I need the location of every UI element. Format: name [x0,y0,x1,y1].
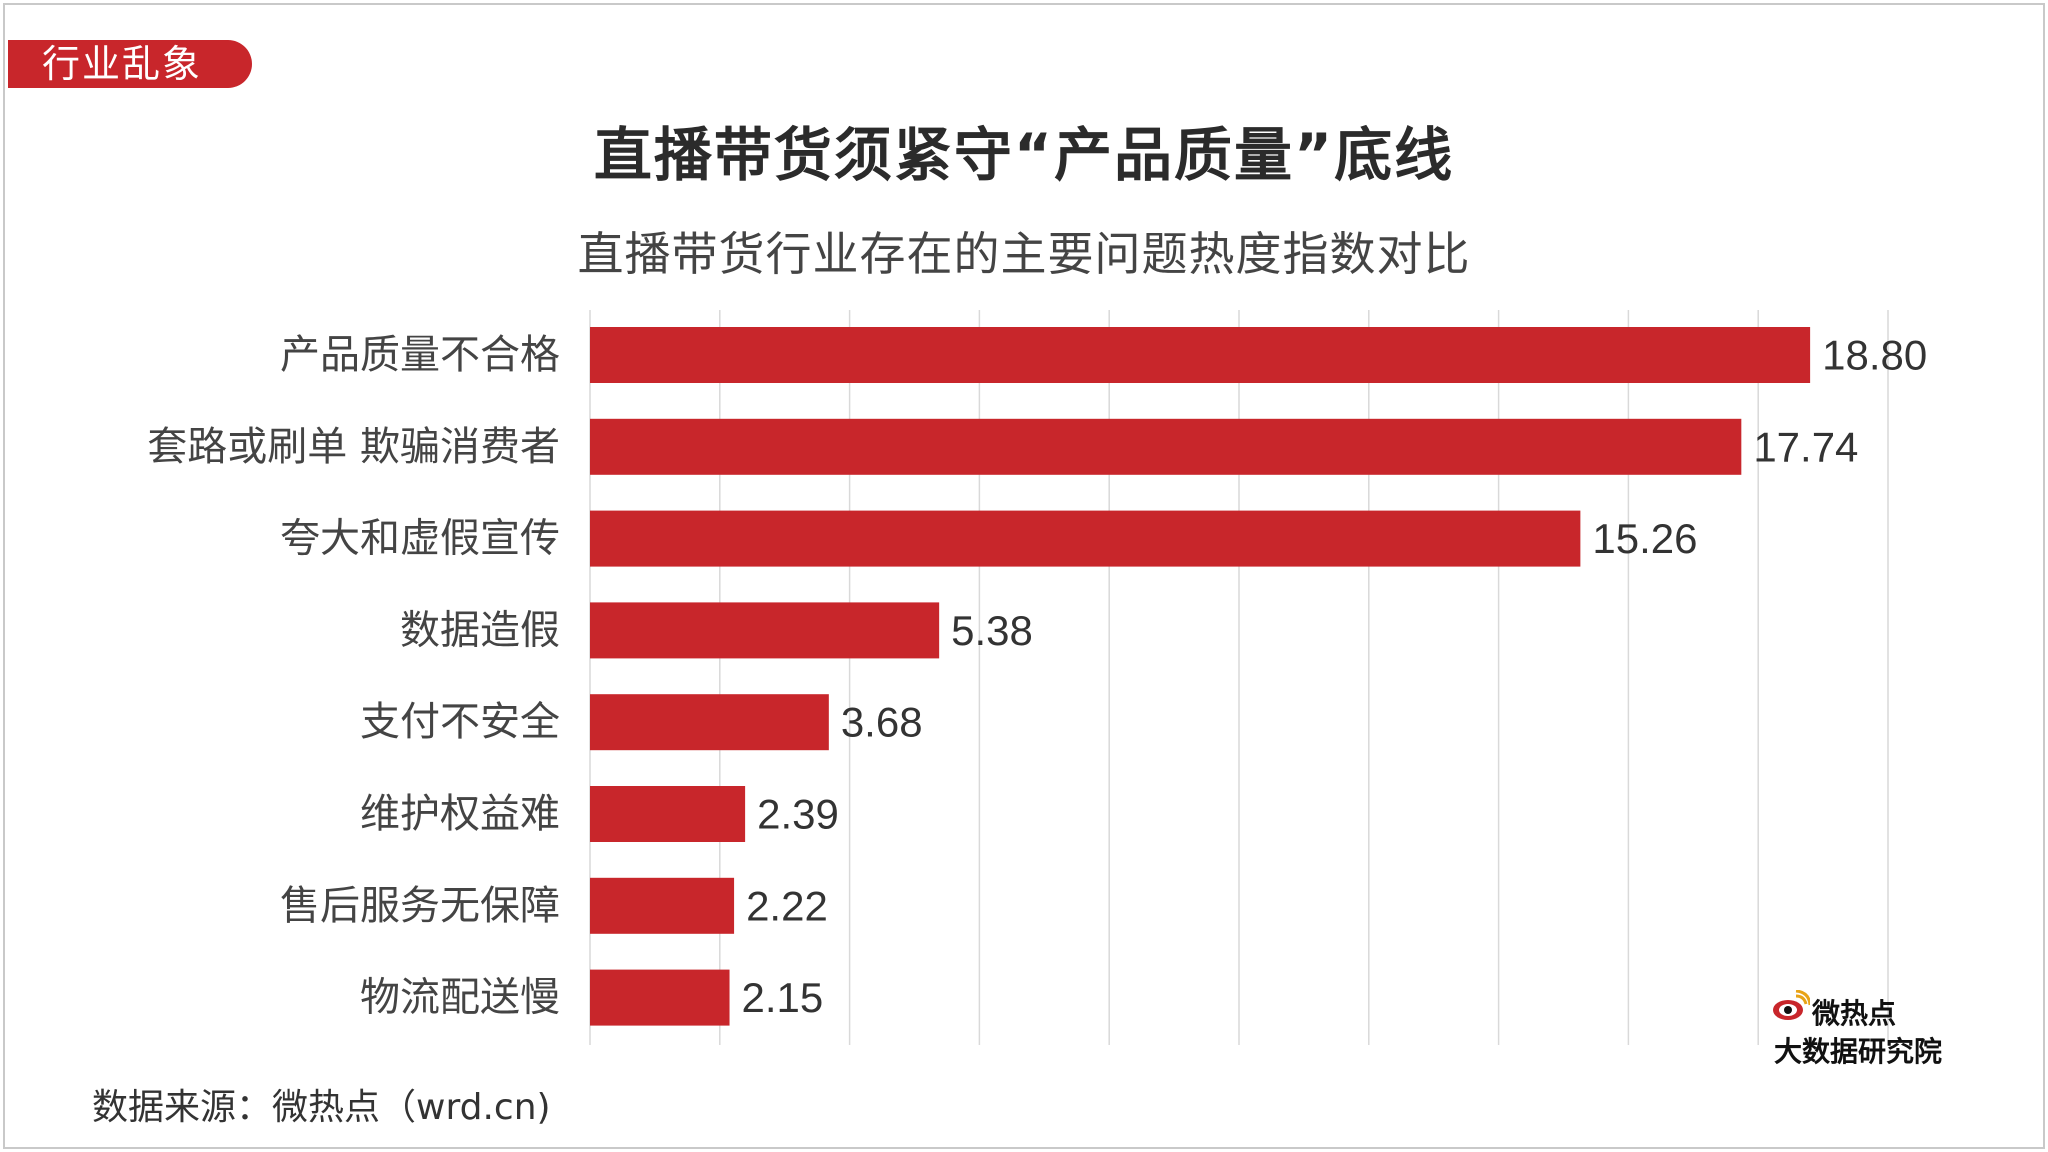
value-label: 5.38 [951,607,1033,654]
category-label: 夸大和虚假宣传 [280,516,560,562]
section-tag: 行业乱象 [8,40,252,88]
value-label: 15.26 [1592,515,1697,562]
bar [590,418,1742,475]
bar [590,602,940,659]
bar [590,510,1581,567]
bars [590,327,1811,1026]
category-label: 套路或刷单 欺骗消费者 [147,424,560,470]
category-label: 售后服务无保障 [280,883,560,929]
bar [590,694,829,751]
logo-eye-icon [1773,990,1810,1020]
category-label: 物流配送慢 [360,975,560,1021]
logo-line2: 大数据研究院 [1774,1035,1943,1068]
value-label: 18.80 [1822,332,1927,379]
weirediandian-logo: 微热点 大数据研究院 [1770,990,1990,1068]
bar [590,786,746,842]
category-label: 维护权益难 [360,791,560,837]
value-labels: 18.80 17.74 15.26 5.38 3.682.39 2.22 2.15 [742,332,1928,1022]
bar [590,877,735,934]
bar [590,327,1811,383]
value-label: 17.74 [1753,423,1858,470]
category-label: 产品质量不合格 [280,332,560,378]
category-label: 数据造假 [400,607,560,653]
value-label: 2.22 [746,882,828,929]
value-label: 2.39 [757,791,839,838]
category-label: 支付不安全 [360,699,560,745]
logo-line1: 微热点 [1812,997,1897,1030]
value-label: 3.68 [841,699,923,746]
value-label: 2.15 [742,974,824,1021]
chart-title: 直播带货须紧守“产品质量”底线 [593,121,1455,189]
bar [590,969,730,1026]
chart-frame [3,3,2045,1149]
chart-subtitle: 直播带货行业存在的主要问题热度指数对比 [577,227,1471,281]
data-source: 数据来源：微热点（wrd.cn) [92,1087,551,1128]
